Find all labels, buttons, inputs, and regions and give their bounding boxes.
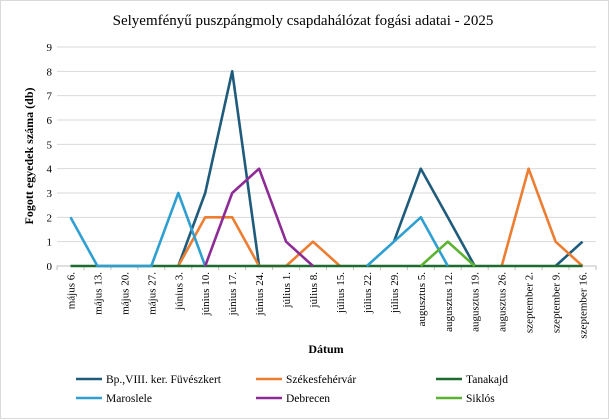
x-tick-label: július 15. — [335, 272, 347, 314]
y-tick-label: 2 — [47, 212, 53, 224]
y-tick-label: 1 — [47, 237, 53, 249]
x-tick-label: szeptember 9. — [551, 272, 563, 333]
series-segment — [500, 167, 584, 267]
legend: Bp.,VIII. ker. Füvészkert Székesfehérvár T… — [76, 374, 508, 405]
y-tick-label: 6 — [47, 115, 53, 127]
x-tick-label: július 22. — [362, 272, 374, 314]
series-segment — [69, 191, 207, 268]
legend-label: Siklós — [466, 393, 495, 405]
x-tick-label: szeptember 16. — [578, 272, 590, 339]
tick-labels: 0 1 2 3 4 5 6 7 8 9 május 6. május 13. május 20. máju… — [47, 42, 590, 339]
legend-label: Maroslele — [106, 393, 152, 405]
y-axis-title: Fogott egyedek száma (db) — [22, 88, 36, 225]
y-tick-label: 0 — [47, 261, 53, 273]
x-tick-label: szeptember 2. — [524, 272, 536, 333]
x-tick-label: június 10. — [200, 272, 212, 317]
y-tick-label: 8 — [47, 66, 53, 78]
series-segment — [366, 216, 449, 267]
series-segment — [203, 167, 314, 267]
series-lines — [69, 70, 584, 268]
x-tick-label: augusztus 5. — [416, 272, 428, 327]
chart-title: Selyemfényű puszpángmoly csapdahálózat f… — [113, 13, 494, 29]
series-segment — [392, 167, 476, 267]
x-tick-label: július 8. — [308, 272, 320, 309]
x-tick-label: május 20. — [119, 272, 131, 315]
x-tick-label: július 29. — [389, 272, 401, 314]
x-tick-label: június 17. — [227, 272, 239, 317]
y-tick-label: 5 — [47, 139, 53, 151]
gridlines — [57, 46, 596, 243]
x-tick-label: május 13. — [92, 272, 104, 315]
series-line-5 — [419, 240, 476, 267]
legend-label: Debrecen — [286, 393, 330, 405]
x-tick-label: augusztus 12. — [443, 272, 455, 332]
y-tick-label: 3 — [47, 188, 53, 200]
x-tick-label: június 24. — [254, 272, 266, 317]
y-tick-label: 9 — [47, 42, 53, 54]
y-tick-label: 7 — [47, 91, 53, 103]
x-axis-title: Dátum — [308, 342, 343, 356]
x-tick-label: augusztus 19. — [470, 272, 482, 332]
x-tick-label: május 27. — [146, 272, 158, 315]
x-tick-label: május 6. — [65, 272, 77, 310]
y-tick-label: 4 — [47, 164, 53, 176]
x-tick-label: július 1. — [281, 272, 293, 309]
x-tick-label: június 3. — [173, 272, 185, 311]
legend-label: Bp.,VIII. ker. Füvészkert — [106, 374, 222, 386]
legend-label: Székesfehérvár — [286, 374, 356, 386]
series-line-3 — [69, 191, 449, 268]
x-tick-label: augusztus 26. — [497, 272, 509, 332]
series-line-4 — [203, 167, 314, 267]
series-segment — [419, 240, 476, 267]
legend-label: Tanakajd — [466, 374, 508, 386]
